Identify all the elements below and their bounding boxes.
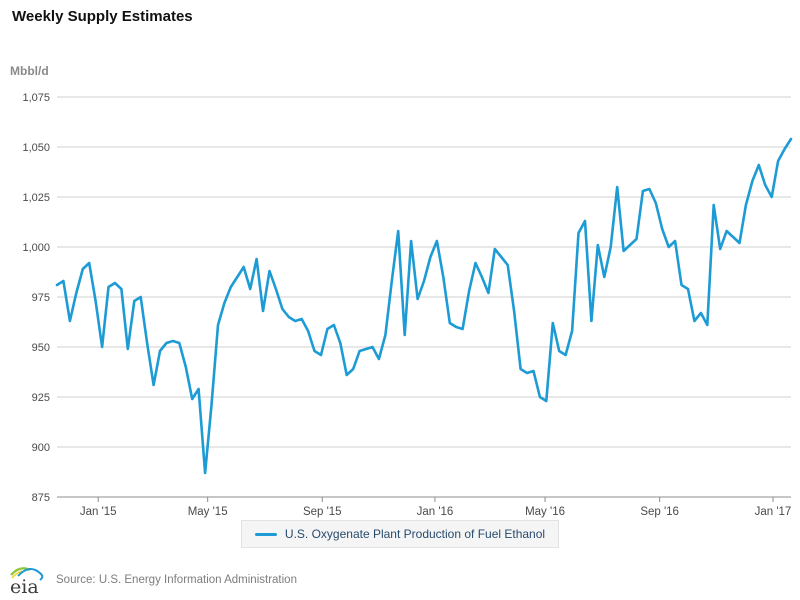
legend-label: U.S. Oxygenate Plant Production of Fuel …	[284, 527, 546, 541]
x-tick-label: Sep '15	[303, 506, 342, 518]
eia-logo: eia	[10, 567, 44, 598]
eia-logo-blue-arc-icon	[17, 568, 44, 581]
x-tick-label: Sep '16	[640, 506, 679, 518]
eia-logo-yellow-arc-icon	[11, 570, 23, 579]
x-tick-label: Jan '15	[80, 506, 117, 518]
chart-title: Weekly Supply Estimates	[12, 8, 193, 25]
y-axis-labels: 875 900 925 950 975 1,000 1,025 1,050 1,075	[22, 92, 50, 504]
y-tick-label: 1,050	[22, 142, 50, 154]
series-line[interactable]	[55, 137, 793, 475]
y-tick-label: 875	[32, 492, 50, 504]
y-tick-label: 950	[32, 342, 50, 354]
x-axis-labels: Jan '15 May '15 Sep '15 Jan '16 May '16 Sep '…	[80, 497, 791, 518]
x-tick-label: Jan '17	[755, 506, 792, 518]
legend-line-sample-icon	[254, 532, 277, 536]
y-axis-unit-label: Mbbl/d	[10, 64, 49, 78]
legend-row: U.S. Oxygenate Plant Production of Fuel …	[0, 520, 800, 548]
y-tick-label: 1,025	[22, 192, 50, 204]
x-tick-label: May '16	[525, 506, 565, 518]
x-tick-label: May '15	[188, 506, 228, 518]
y-tick-label: 975	[32, 292, 50, 304]
eia-logo-text: eia	[10, 576, 39, 598]
y-tick-label: 900	[32, 442, 50, 454]
y-tick-label: 1,000	[22, 242, 50, 254]
legend-item[interactable]: U.S. Oxygenate Plant Production of Fuel …	[240, 520, 560, 548]
footer: eia Source: U.S. Energy Information Admi…	[8, 560, 297, 600]
y-tick-label: 925	[32, 392, 50, 404]
source-text: Source: U.S. Energy Information Administ…	[56, 574, 297, 586]
x-tick-label: Jan '16	[417, 506, 454, 518]
y-tick-label: 1,075	[22, 92, 50, 104]
chart-plot-area: 875 900 925 950 975 1,000 1,025 1,050 1,075 Jan '…	[22, 92, 793, 518]
